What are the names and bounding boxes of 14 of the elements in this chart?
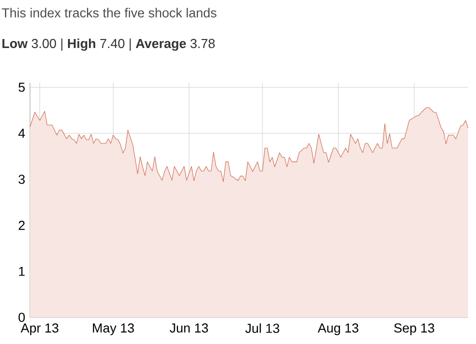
y-tick-label: 2	[18, 220, 25, 230]
y-tick-label: 0	[18, 312, 25, 322]
x-tick-label: May 13	[92, 323, 134, 336]
y-tick-label: 3	[18, 174, 25, 184]
y-tick-label: 4	[18, 128, 25, 138]
chart-subtitle: Low 3.00 | High 7.40 | Average 3.78	[2, 38, 215, 51]
x-tick-label: Aug 13	[318, 323, 358, 336]
x-tick-label: Jun 13	[170, 323, 208, 333]
chart-title: This index tracks the five shock lands	[2, 8, 216, 18]
x-tick-label: Apr 13	[20, 323, 58, 336]
y-tick-label: 1	[19, 266, 25, 276]
x-tick-label: Jul 13	[245, 323, 280, 333]
y-tick-label: 5	[18, 82, 25, 92]
x-tick-label: Sep 13	[394, 323, 434, 336]
